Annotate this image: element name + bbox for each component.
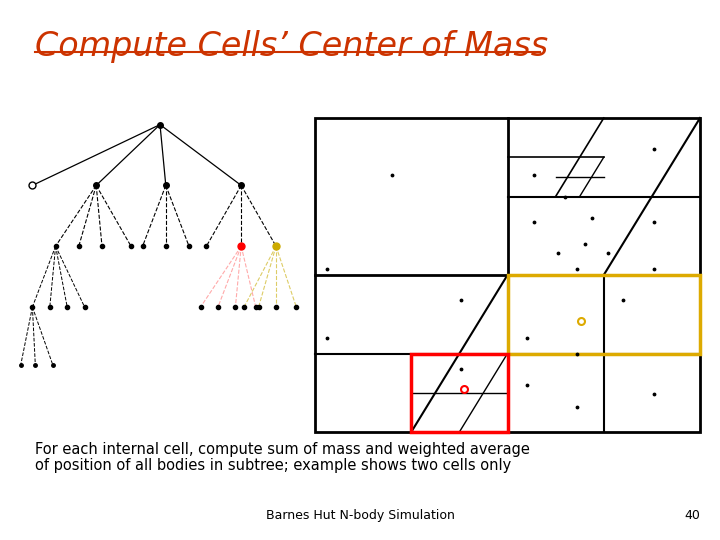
Text: Compute Cells’ Center of Mass: Compute Cells’ Center of Mass (35, 30, 548, 63)
Bar (411, 354, 508, 432)
Text: of position of all bodies in subtree; example shows two cells only: of position of all bodies in subtree; ex… (35, 458, 511, 473)
Bar (508, 275, 700, 354)
Text: 40: 40 (684, 509, 700, 522)
Text: For each internal cell, compute sum of mass and weighted average: For each internal cell, compute sum of m… (35, 442, 530, 457)
Text: Barnes Hut N-body Simulation: Barnes Hut N-body Simulation (266, 509, 454, 522)
Bar (315, 118, 700, 432)
